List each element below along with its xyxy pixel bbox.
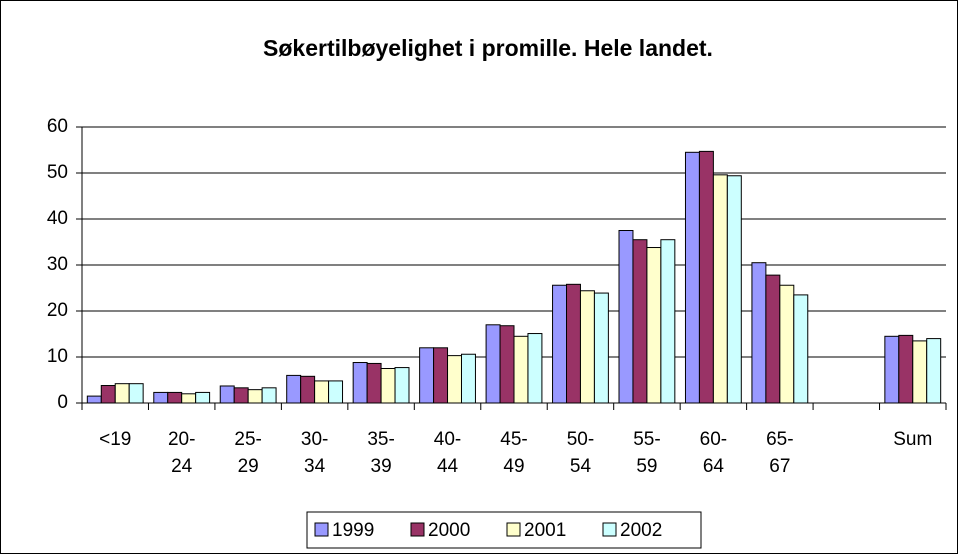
bar — [167, 391, 183, 404]
legend-swatch — [506, 522, 521, 537]
legend-swatch — [314, 522, 329, 537]
bar — [632, 239, 648, 404]
bar — [153, 391, 169, 404]
chart-title: Søkertilbøyelighet i promille. Hele land… — [263, 35, 713, 61]
bar — [86, 395, 102, 404]
bar — [593, 292, 609, 404]
bar — [926, 338, 942, 404]
bar — [513, 335, 529, 404]
bar — [300, 375, 316, 404]
bar — [660, 239, 676, 404]
x-tick-label: 35-39 — [367, 429, 394, 477]
x-tick-label: 45-49 — [500, 429, 527, 477]
bar — [328, 380, 344, 404]
y-tick-label: 50 — [47, 162, 68, 183]
bar — [314, 380, 330, 404]
bar — [460, 353, 476, 404]
y-tick-label: 40 — [47, 208, 68, 229]
bar — [912, 340, 928, 404]
bar — [499, 325, 515, 404]
y-tick-label: 10 — [47, 346, 68, 367]
bar — [447, 355, 462, 404]
bar — [726, 175, 742, 404]
bar — [128, 383, 144, 404]
bar — [527, 333, 543, 404]
bar — [419, 347, 435, 404]
bar — [366, 362, 382, 404]
bar — [712, 174, 728, 404]
bar — [751, 262, 767, 404]
bar — [233, 387, 249, 404]
legend-label: 2002 — [620, 520, 662, 541]
legend-box — [306, 511, 702, 549]
x-tick-label: 55-59 — [633, 429, 660, 477]
x-tick-label: <19 — [99, 429, 131, 450]
x-tick-label: 20-24 — [168, 429, 195, 477]
legend-label: 1999 — [332, 520, 374, 541]
legend-label: 2001 — [524, 520, 566, 541]
bar — [579, 290, 595, 404]
bar — [884, 335, 900, 404]
bar — [394, 367, 410, 404]
bar — [247, 389, 263, 404]
bar — [352, 362, 368, 404]
bar — [286, 374, 302, 404]
bar — [114, 383, 130, 404]
bar — [380, 368, 396, 404]
legend: 1999 2000 2001 2002 — [306, 511, 702, 549]
x-tick-label: 25-29 — [234, 429, 261, 477]
bar — [618, 230, 634, 404]
bar — [261, 387, 277, 404]
y-tick-label: 60 — [47, 116, 68, 137]
x-tick-label: Sum — [893, 429, 932, 450]
bar — [898, 334, 914, 404]
x-tick-label: 60-64 — [700, 429, 727, 477]
bar — [219, 385, 235, 404]
y-tick-label: 0 — [57, 392, 68, 413]
y-tick-label: 30 — [47, 254, 68, 275]
bar — [698, 150, 714, 404]
bar — [646, 247, 662, 404]
x-tick-label: 40-44 — [434, 429, 461, 477]
bar — [433, 347, 449, 404]
bar — [793, 294, 809, 404]
legend-swatch — [602, 522, 617, 537]
bar — [765, 274, 781, 404]
legend-label: 2000 — [428, 520, 470, 541]
bar — [485, 324, 501, 404]
bar — [684, 151, 700, 404]
bar — [181, 393, 197, 404]
y-tick-label: 20 — [47, 300, 68, 321]
bar — [779, 284, 795, 404]
bar — [100, 385, 116, 404]
x-tick-label: 65-67 — [766, 429, 793, 477]
x-tick-label: 50-54 — [567, 429, 594, 477]
legend-swatch — [410, 522, 425, 537]
bar — [195, 391, 211, 404]
x-tick-label: 30-34 — [301, 429, 328, 477]
bar — [566, 283, 581, 404]
bar — [552, 284, 568, 404]
